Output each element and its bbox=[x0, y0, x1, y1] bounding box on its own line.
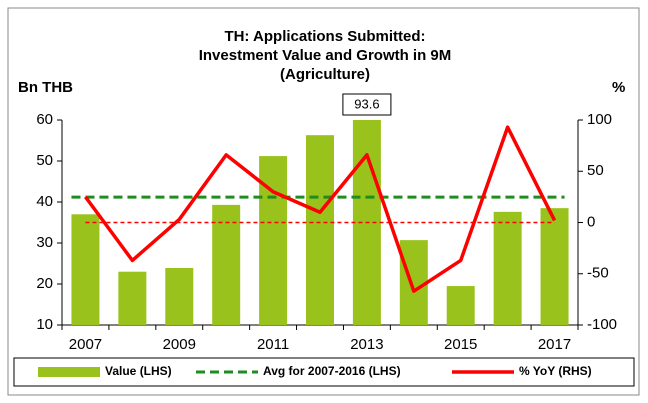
legend-swatch bbox=[38, 367, 100, 377]
y2-axis-label: % bbox=[612, 79, 625, 96]
data-label: 93.6 bbox=[354, 96, 379, 111]
y-axis-label: Bn THB bbox=[18, 79, 73, 96]
y2-tick-label: 50 bbox=[587, 162, 604, 179]
bar bbox=[165, 268, 194, 325]
chart-title: Investment Value and Growth in 9M bbox=[199, 47, 452, 64]
bar bbox=[212, 204, 241, 325]
bar bbox=[399, 240, 428, 325]
bar bbox=[71, 214, 100, 325]
data-label-box bbox=[342, 93, 392, 116]
x-tick-label: 2007 bbox=[69, 336, 102, 353]
bar bbox=[446, 286, 475, 325]
y-tick-label: 60 bbox=[36, 111, 53, 128]
x-tick-label: 2009 bbox=[163, 336, 196, 353]
y2-tick-label: 100 bbox=[587, 111, 612, 128]
y-tick-label: 30 bbox=[36, 234, 53, 251]
chart-title: (Agriculture) bbox=[280, 66, 370, 83]
x-tick-label: 2013 bbox=[350, 336, 383, 353]
x-tick-label: 2011 bbox=[257, 336, 289, 353]
bar bbox=[306, 135, 334, 325]
y2-tick-label: -50 bbox=[587, 265, 609, 282]
bar bbox=[259, 156, 288, 325]
y-tick-label: 20 bbox=[36, 275, 53, 292]
legend-label: Value (LHS) bbox=[105, 364, 172, 378]
y2-tick-label: -100 bbox=[587, 316, 617, 333]
yoy-line bbox=[84, 125, 557, 293]
legend-label: % YoY (RHS) bbox=[519, 364, 592, 378]
chart-title: TH: Applications Submitted: bbox=[224, 28, 425, 45]
bar bbox=[118, 271, 147, 325]
x-tick-label: 2017 bbox=[538, 336, 571, 353]
y2-tick-label: 0 bbox=[587, 213, 595, 230]
y-tick-label: 50 bbox=[36, 152, 53, 169]
bar bbox=[493, 211, 522, 325]
y-tick-label: 10 bbox=[36, 316, 53, 333]
legend-label: Avg for 2007-2016 (LHS) bbox=[263, 364, 401, 378]
legend-box bbox=[13, 357, 635, 387]
y-tick-label: 40 bbox=[36, 193, 53, 210]
bar bbox=[540, 208, 569, 325]
x-tick-label: 2015 bbox=[444, 336, 477, 353]
